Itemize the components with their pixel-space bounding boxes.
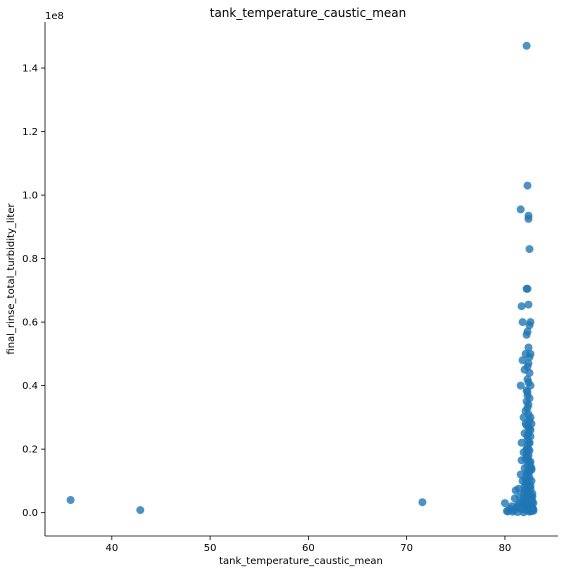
data-point xyxy=(513,508,522,516)
plot-area: 40 50 60 70 80 0.0 0.2 0.4 0.6 0.8 1.0 1.2 1.4 xyxy=(22,22,558,554)
data-point xyxy=(522,284,531,293)
y-tick-label: 1.0 xyxy=(22,191,38,202)
data-point xyxy=(525,394,534,403)
y-tick-label: 1.4 xyxy=(22,64,38,75)
data-point xyxy=(523,362,532,371)
data-point xyxy=(525,353,534,361)
y-tick-label: 0.6 xyxy=(22,318,38,329)
data-point xyxy=(524,214,533,223)
y-offset-label: 1e8 xyxy=(45,11,64,22)
data-point xyxy=(517,438,526,447)
data-point xyxy=(136,506,145,515)
data-point xyxy=(517,302,526,311)
data-point xyxy=(522,41,531,50)
x-tick-label: 80 xyxy=(499,543,512,554)
data-point xyxy=(418,498,427,507)
y-tick-label: 1.2 xyxy=(22,127,38,138)
data-point xyxy=(516,470,525,479)
y-axis-label: final_rinse_total_turbidity_liter xyxy=(6,203,17,355)
data-point xyxy=(500,499,509,508)
data-point xyxy=(518,318,527,327)
data-point xyxy=(524,343,533,352)
y-axis-ticks: 0.0 0.2 0.4 0.6 0.8 1.0 1.2 1.4 xyxy=(22,64,45,519)
y-tick-label: 0.0 xyxy=(22,508,38,519)
data-point xyxy=(524,300,533,309)
data-point xyxy=(522,330,531,339)
y-tick-label: 0.4 xyxy=(22,381,38,392)
data-point xyxy=(516,381,525,390)
y-tick-label: 0.2 xyxy=(22,445,38,456)
y-tick-label: 0.8 xyxy=(22,254,38,265)
data-point xyxy=(525,245,534,254)
data-point xyxy=(519,508,528,517)
x-tick-label: 70 xyxy=(400,543,413,554)
x-axis-ticks: 40 50 60 70 80 xyxy=(105,536,511,554)
data-point xyxy=(525,321,534,330)
chart-title: tank_temperature_caustic_mean xyxy=(210,6,407,20)
data-point xyxy=(523,181,532,190)
data-point xyxy=(518,356,527,365)
data-point xyxy=(516,205,525,214)
data-point xyxy=(525,368,534,377)
data-point xyxy=(529,506,538,515)
x-axis-label: tank_temperature_caustic_mean xyxy=(219,556,383,567)
data-points xyxy=(66,41,538,517)
x-tick-label: 40 xyxy=(105,543,118,554)
data-point xyxy=(66,496,75,504)
x-tick-label: 50 xyxy=(204,543,217,554)
x-tick-label: 60 xyxy=(302,543,315,554)
